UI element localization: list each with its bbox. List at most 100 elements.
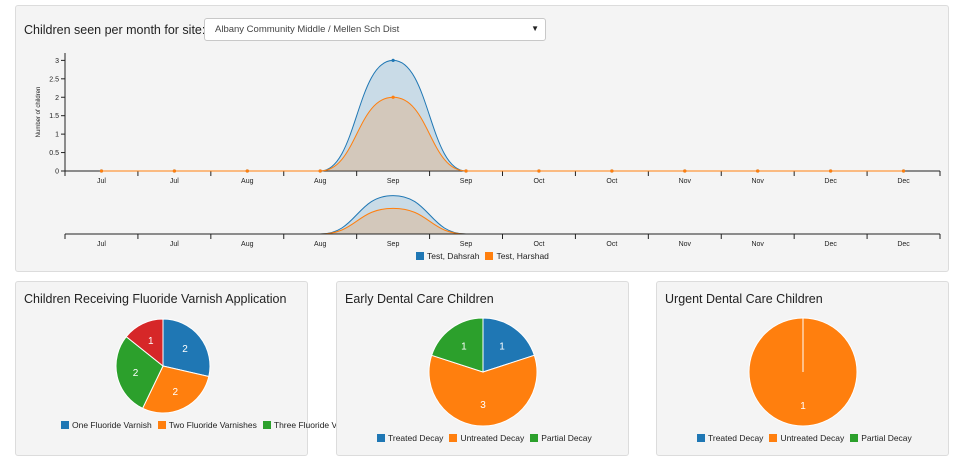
urgent-dental-care-panel: Urgent Dental Care Children 1 Treated De… — [656, 281, 949, 456]
legend-item[interactable]: Untreated Decay — [769, 433, 844, 443]
pie-slice[interactable] — [482, 317, 535, 373]
legend-item[interactable]: Treated Decay — [377, 433, 443, 443]
data-point — [391, 58, 395, 62]
data-point — [464, 169, 468, 173]
data-point — [172, 169, 176, 173]
pie-slice[interactable] — [141, 365, 210, 414]
data-point — [756, 169, 760, 173]
overview-series-line — [101, 195, 904, 235]
data-point — [245, 169, 249, 173]
x-tick-label: Sep — [460, 178, 473, 185]
pie-slice[interactable] — [125, 318, 164, 368]
x-tick-label: Aug — [314, 178, 327, 185]
x-tick-label: Sep — [387, 178, 400, 185]
pie-slice-label: 1 — [461, 341, 467, 352]
site-select[interactable]: Albany Community Middle / Mellen Sch Dis… — [204, 18, 546, 41]
pie-slice-label: 1 — [800, 401, 806, 412]
series-area — [101, 60, 904, 171]
series-line — [101, 96, 904, 172]
area-chart: 0 0.5 1 1.5 2 2.5 3 Number of children Jul Jul Aug… — [36, 53, 941, 248]
overview-x-tick-label: Oct — [534, 241, 545, 248]
data-point — [99, 169, 104, 173]
legend-swatch — [416, 252, 424, 260]
legend-item[interactable]: Test, Dahsrah — [416, 251, 479, 261]
legend-item[interactable]: Treated Decay — [697, 433, 763, 443]
area-chart-legend: Test, Dahsrah Test, Harshad — [416, 251, 555, 261]
overview-series-area — [101, 208, 904, 234]
x-tick-label: Jul — [97, 178, 106, 185]
urgent-dental-care-legend: Treated Decay Untreated Decay Partial Deca… — [697, 433, 918, 443]
x-tick-label: Oct — [606, 178, 617, 185]
legend-swatch — [61, 421, 69, 429]
fluoride-varnish-legend: One Fluoride Varnish Two Fluoride Varnish… — [61, 419, 476, 431]
pie-slice[interactable] — [428, 354, 538, 427]
legend-item[interactable]: Two Fluoride Varnishes — [157, 419, 257, 431]
x-tick-label: Aug — [241, 178, 254, 185]
overview-x-tick-label: Dec — [824, 241, 837, 248]
site-select-value: Albany Community Middle / Mellen Sch Dis… — [215, 24, 400, 35]
pie-slice-label: 2 — [182, 344, 188, 355]
legend-swatch — [850, 434, 859, 442]
pie-slice-label: 3 — [480, 400, 486, 411]
pie-slice-label: 1 — [499, 341, 505, 352]
pie-slice-label: 1 — [148, 336, 154, 347]
legend-label: Two Fluoride Varnishes — [168, 420, 257, 430]
overview-x-tick-label: Sep — [387, 241, 400, 248]
y-tick-label: 0 — [55, 169, 59, 176]
legend-item[interactable]: Three Fluoride Varnishes — [262, 419, 369, 431]
legend-swatch — [262, 421, 271, 429]
series-line — [101, 59, 904, 172]
legend-item[interactable]: Partial Decay — [850, 433, 912, 443]
y-tick-label: 3 — [55, 58, 59, 65]
overview-plot — [101, 195, 904, 235]
y-axis-label: Number of children — [36, 87, 42, 138]
legend-label: Partial Decay — [861, 433, 912, 443]
legend-swatch — [530, 434, 539, 442]
data-point — [610, 169, 614, 173]
overview-x-tick-label: Aug — [241, 241, 254, 248]
panel-title: Early Dental Care Children — [345, 292, 494, 306]
y-tick-label: 2.5 — [49, 76, 59, 83]
pie-slice-label: 2 — [133, 368, 139, 379]
legend-swatch — [377, 434, 385, 442]
overview-x-tick-label: Jul — [97, 241, 106, 248]
legend-item[interactable]: Partial Decay — [530, 433, 592, 443]
legend-item[interactable]: Test, Harshad — [485, 251, 549, 261]
x-tick-label: Nov — [751, 178, 764, 185]
panel-title: Urgent Dental Care Children — [665, 292, 823, 306]
pie-slice[interactable] — [162, 318, 211, 378]
legend-item[interactable]: One Fluoride Varnish — [61, 419, 152, 431]
children-per-month-panel: Children seen per month for site: Albany… — [15, 5, 949, 272]
early-dental-care-pie: 1 3 1 — [428, 317, 538, 427]
legend-swatch — [485, 252, 494, 260]
legend-swatch — [697, 434, 705, 442]
fluoride-varnish-pie: 2 2 2 1 — [115, 318, 211, 414]
legend-label: Test, Dahsrah — [427, 251, 480, 261]
overview-x-tick-label: Aug — [314, 241, 327, 248]
series-area — [101, 97, 904, 171]
overview-x-tick-label: Nov — [751, 241, 764, 248]
y-tick-label: 2 — [55, 95, 59, 102]
legend-label: Three Fluoride Varnishes — [273, 420, 369, 430]
overview-x-tick-label: Dec — [897, 241, 910, 248]
x-tick-label: Dec — [824, 178, 837, 185]
overview-x-tick-label: Jul — [170, 241, 179, 248]
overview-series-area — [101, 195, 904, 234]
site-chart-title: Children seen per month for site: — [24, 23, 206, 37]
legend-item[interactable]: Untreated Decay — [449, 433, 524, 443]
chevron-down-icon: ▼ — [531, 24, 539, 33]
data-point — [683, 169, 687, 173]
pie-slice[interactable] — [115, 335, 164, 410]
overview-x-tick-label: Oct — [606, 241, 617, 248]
legend-swatch — [449, 434, 458, 442]
data-point — [391, 95, 395, 99]
early-dental-care-panel: Early Dental Care Children 1 3 1 Treated D… — [336, 281, 629, 456]
data-point — [318, 169, 322, 173]
legend-label: Untreated Decay — [460, 433, 525, 443]
pie-slice[interactable] — [431, 317, 484, 373]
legend-label: Partial Decay — [541, 433, 592, 443]
legend-label: One Fluoride Varnish — [72, 420, 152, 430]
legend-swatch — [157, 421, 166, 429]
legend-label: Untreated Decay — [780, 433, 845, 443]
fluoride-varnish-panel: Children Receiving Fluoride Varnish Appl… — [15, 281, 476, 456]
